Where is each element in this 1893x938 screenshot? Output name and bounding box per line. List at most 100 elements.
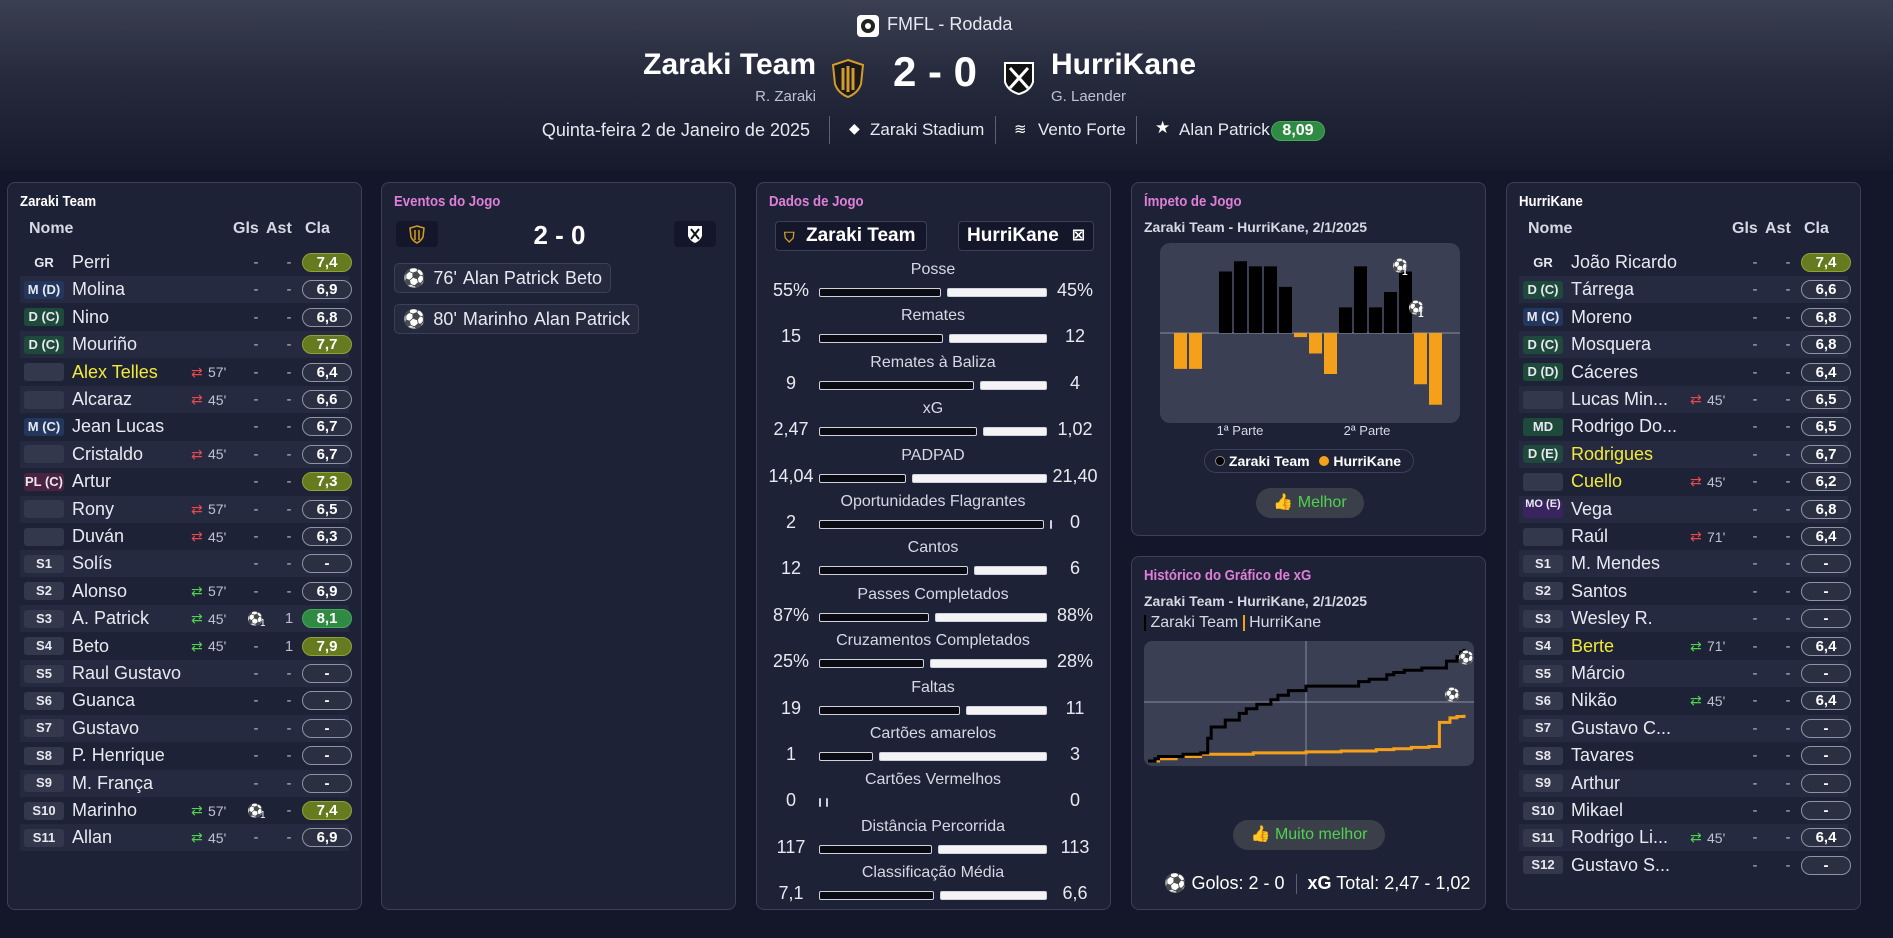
goal-event[interactable]: ⚽ 80' Marinho Alan Patrick bbox=[394, 304, 639, 334]
player-row[interactable]: Raúl ⇄ 71' - -6,4 bbox=[1519, 523, 1851, 550]
player-name[interactable]: Raúl bbox=[1571, 526, 1609, 546]
player-row[interactable]: Cristaldo ⇄ 45' - -6,7 bbox=[20, 440, 352, 468]
player-row[interactable]: S4 Beto ⇄ 45' - 1 7,9 bbox=[20, 633, 352, 660]
player-name[interactable]: Moreno bbox=[1571, 306, 1633, 327]
player-name[interactable]: Cristaldo bbox=[72, 443, 144, 464]
player-row[interactable]: Alcaraz ⇄ 45' - -6,6 bbox=[20, 386, 352, 413]
player-name[interactable]: Nikão bbox=[1571, 690, 1618, 711]
player-row[interactable]: S1 Solís - - - bbox=[20, 550, 352, 578]
player-row[interactable]: D (E) Rodrigues - -6,7 bbox=[1519, 440, 1851, 468]
player-row[interactable]: S9 M. França - - - bbox=[20, 769, 352, 797]
goal-event[interactable]: ⚽ 76' Alan Patrick Beto bbox=[394, 263, 611, 293]
player-name[interactable]: Rodrigo Li... bbox=[1571, 827, 1669, 848]
player-row[interactable]: Cuello ⇄ 45' - -6,2 bbox=[1519, 468, 1851, 495]
player-name[interactable]: Solís bbox=[72, 553, 113, 574]
player-row[interactable]: S12 Gustavo S... - - - bbox=[1519, 852, 1851, 879]
away-crest-icon[interactable] bbox=[1002, 60, 1036, 96]
player-name[interactable]: Alcaraz bbox=[72, 389, 133, 409]
player-row[interactable]: S2 Alonso ⇄ 57' - -6,9 bbox=[20, 578, 352, 605]
player-row[interactable]: S11 Allan ⇄ 45' - -6,9 bbox=[20, 824, 352, 852]
player-row[interactable]: M (D) Molina - -6,9 bbox=[20, 276, 352, 304]
player-row[interactable]: Rony ⇄ 57' - -6,5 bbox=[20, 495, 352, 523]
player-name[interactable]: João Ricardo bbox=[1571, 252, 1678, 272]
player-row[interactable]: S10 Marinho ⇄ 57' ⚽ 1 -7,4 bbox=[20, 797, 352, 824]
player-row[interactable]: M (C) Moreno - -6,8 bbox=[1519, 304, 1851, 331]
player-name[interactable]: Guanca bbox=[72, 690, 136, 711]
player-name[interactable]: Gustavo S... bbox=[1571, 854, 1671, 875]
home-team-name[interactable]: Zaraki Team bbox=[643, 48, 816, 81]
player-row[interactable]: S8 P. Henrique - - - bbox=[20, 742, 352, 769]
player-name[interactable]: Arthur bbox=[1571, 772, 1621, 793]
player-row[interactable]: S6 Guanca - - - bbox=[20, 687, 352, 714]
player-row[interactable]: D (C) Tárrega - -6,6 bbox=[1519, 276, 1851, 304]
player-name[interactable]: Jean Lucas bbox=[72, 416, 165, 437]
player-name[interactable]: Perri bbox=[72, 252, 111, 272]
player-row[interactable]: Duván ⇄ 45' - -6,3 bbox=[20, 523, 352, 550]
player-row[interactable]: S6 Nikão ⇄ 45' - -6,4 bbox=[1519, 687, 1851, 714]
player-name[interactable]: Cuello bbox=[1571, 471, 1623, 492]
player-row[interactable]: S5 Márcio - - - bbox=[1519, 660, 1851, 687]
player-name[interactable]: Lucas Min... bbox=[1571, 389, 1669, 409]
player-row[interactable]: PL (C) Artur - -7,3 bbox=[20, 468, 352, 495]
player-name[interactable]: M. França bbox=[72, 772, 154, 793]
player-name[interactable]: Santos bbox=[1571, 580, 1628, 601]
player-name[interactable]: A. Patrick bbox=[72, 608, 150, 629]
player-row[interactable]: D (D) Cáceres - -6,4 bbox=[1519, 359, 1851, 386]
player-name[interactable]: Rodrigo Do... bbox=[1571, 416, 1678, 437]
mvp-name[interactable]: Alan Patrick bbox=[1179, 120, 1270, 139]
player-name[interactable]: M. Mendes bbox=[1571, 553, 1661, 574]
player-row[interactable]: GR Perri - -7,4 bbox=[20, 249, 352, 276]
player-name[interactable]: Alonso bbox=[72, 580, 128, 601]
player-row[interactable]: D (C) Mosquera - -6,8 bbox=[1519, 331, 1851, 359]
player-row[interactable]: S1 M. Mendes - - - bbox=[1519, 550, 1851, 578]
player-row[interactable]: S11 Rodrigo Li... ⇄ 45' - -6,4 bbox=[1519, 824, 1851, 852]
player-name[interactable]: Nino bbox=[72, 306, 110, 327]
player-row[interactable]: S7 Gustavo C... - - - bbox=[1519, 714, 1851, 742]
stats-home-tab[interactable]: ⛉ Zaraki Team bbox=[775, 221, 927, 251]
player-name[interactable]: P. Henrique bbox=[72, 745, 165, 766]
player-name[interactable]: Vega bbox=[1571, 498, 1613, 519]
player-name[interactable]: Marinho bbox=[72, 800, 138, 820]
player-name[interactable]: Beto bbox=[72, 635, 110, 656]
home-crest-icon[interactable] bbox=[831, 58, 865, 99]
player-name[interactable]: Gustavo bbox=[72, 717, 140, 738]
player-name[interactable]: Alex Telles bbox=[72, 361, 158, 382]
player-name[interactable]: Duván bbox=[72, 526, 125, 546]
player-name[interactable]: Cáceres bbox=[1571, 361, 1639, 382]
player-name[interactable]: Molina bbox=[72, 279, 126, 300]
player-name[interactable]: Tavares bbox=[1571, 745, 1635, 766]
player-name[interactable]: Allan bbox=[72, 827, 113, 848]
player-row[interactable]: M (C) Jean Lucas - -6,7 bbox=[20, 413, 352, 440]
player-row[interactable]: S8 Tavares - - - bbox=[1519, 742, 1851, 769]
player-row[interactable]: D (C) Nino - -6,8 bbox=[20, 304, 352, 331]
player-row[interactable]: MD Rodrigo Do... - -6,5 bbox=[1519, 413, 1851, 440]
player-name[interactable]: Mosquera bbox=[1571, 334, 1652, 355]
away-team-name[interactable]: HurriKane bbox=[1051, 48, 1197, 81]
player-name[interactable]: Artur bbox=[72, 471, 112, 492]
player-name[interactable]: Mouriño bbox=[72, 334, 138, 355]
player-name[interactable]: Rony bbox=[72, 498, 115, 519]
player-row[interactable]: S10 Mikael - - - bbox=[1519, 797, 1851, 824]
player-name[interactable]: Mikael bbox=[1571, 800, 1624, 820]
player-name[interactable]: Raul Gustavo bbox=[72, 663, 182, 683]
player-row[interactable]: MO (E) Vega - -6,8 bbox=[1519, 495, 1851, 523]
player-row[interactable]: S5 Raul Gustavo - - - bbox=[20, 660, 352, 687]
player-row[interactable]: D (C) Mouriño - -7,7 bbox=[20, 331, 352, 359]
player-row[interactable]: S9 Arthur - - - bbox=[1519, 769, 1851, 797]
player-row[interactable]: S4 Berte ⇄ 71' - -6,4 bbox=[1519, 633, 1851, 660]
player-row[interactable]: S3 Wesley R. - - - bbox=[1519, 605, 1851, 633]
xg-chart[interactable]: ⚽⚽ bbox=[1144, 621, 1474, 766]
xg-verdict-button[interactable]: 👍 Muito melhor bbox=[1233, 820, 1385, 850]
player-name[interactable]: Berte bbox=[1571, 635, 1615, 656]
player-row[interactable]: GR João Ricardo - -7,4 bbox=[1519, 249, 1851, 276]
player-row[interactable]: Lucas Min... ⇄ 45' - -6,5 bbox=[1519, 386, 1851, 413]
player-name[interactable]: Gustavo C... bbox=[1571, 717, 1672, 738]
player-name[interactable]: Rodrigues bbox=[1571, 443, 1654, 464]
player-name[interactable]: Wesley R. bbox=[1571, 608, 1653, 629]
player-row[interactable]: Alex Telles ⇄ 57' - -6,4 bbox=[20, 359, 352, 386]
momentum-chart[interactable]: ⚽1⚽1 bbox=[1160, 243, 1460, 423]
stats-away-tab[interactable]: HurriKane ⊠ bbox=[958, 221, 1094, 251]
player-row[interactable]: S2 Santos - - - bbox=[1519, 578, 1851, 605]
momentum-verdict-button[interactable]: 👍 Melhor bbox=[1256, 488, 1364, 518]
player-name[interactable]: Tárrega bbox=[1571, 279, 1635, 300]
